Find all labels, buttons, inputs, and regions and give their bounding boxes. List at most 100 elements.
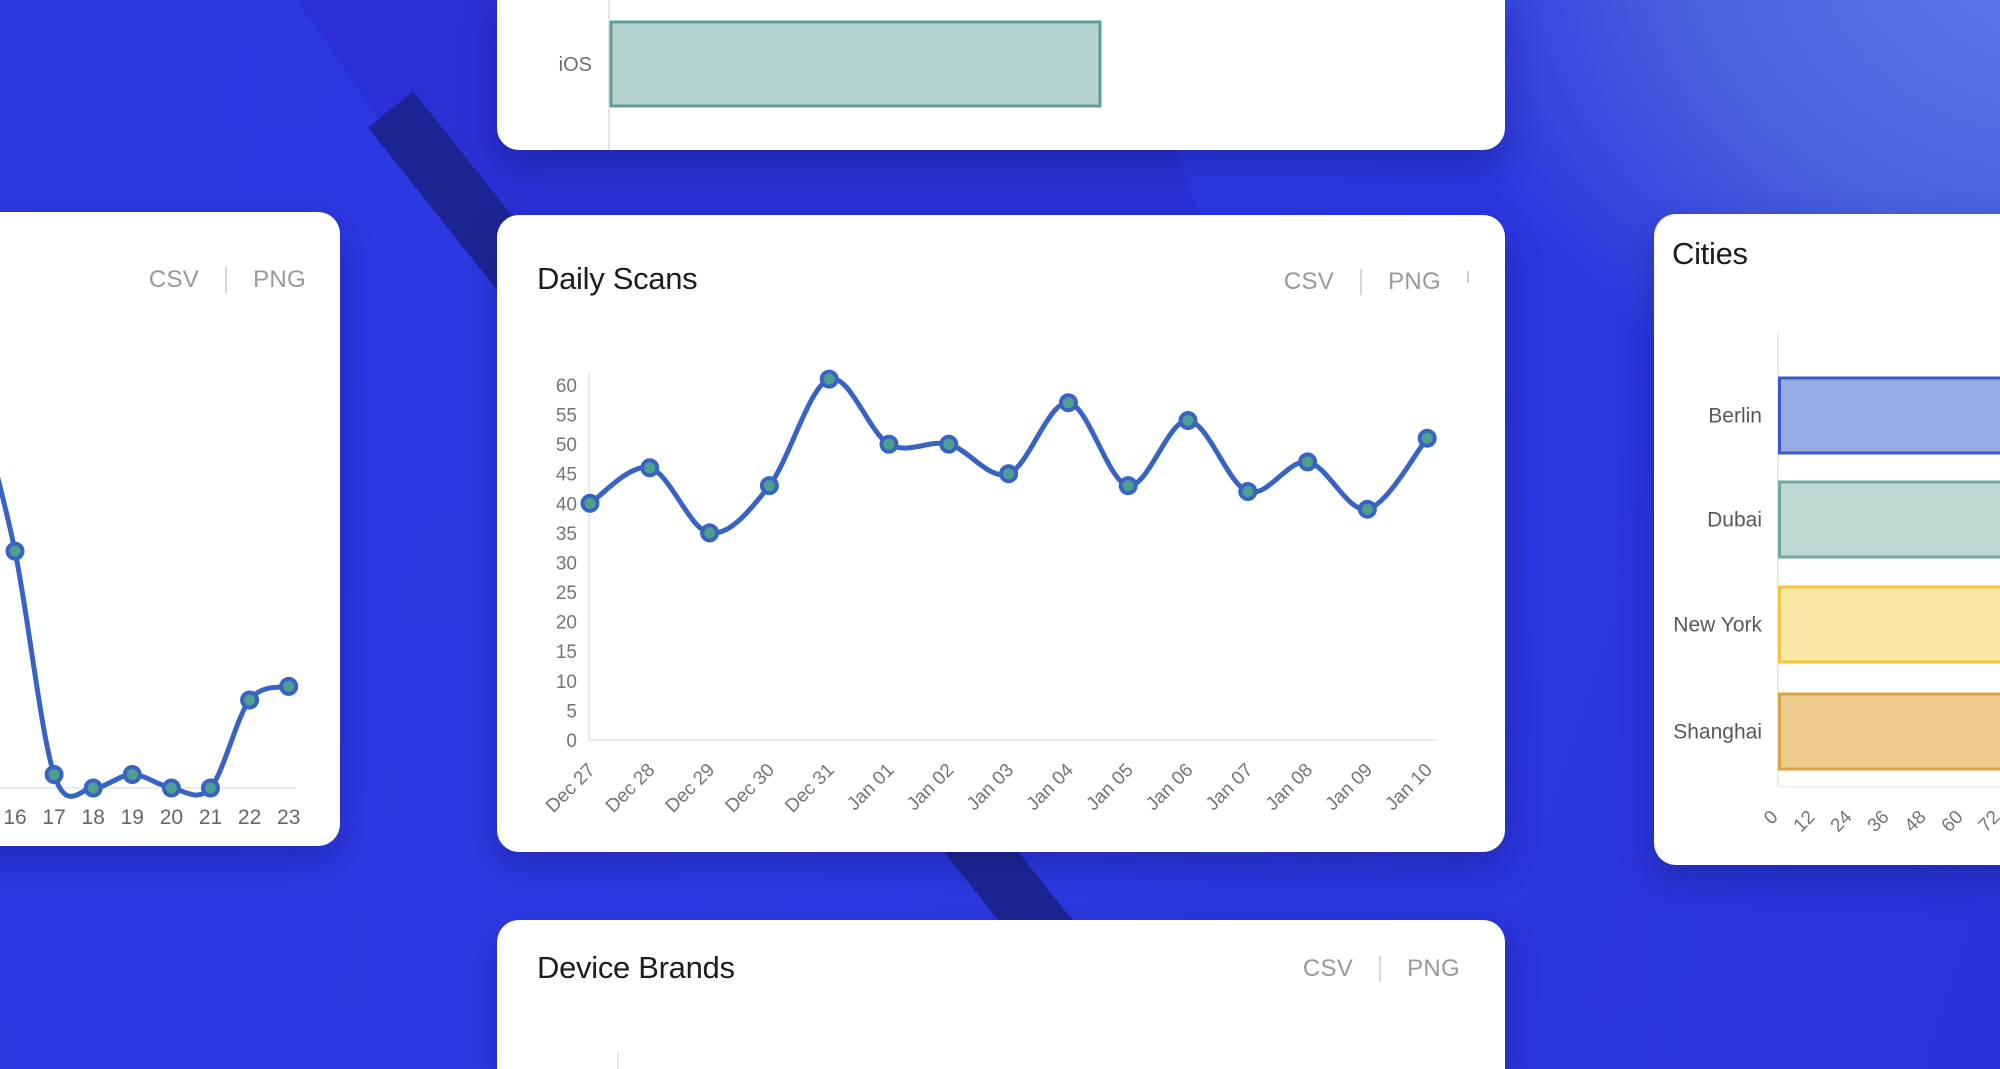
data-point[interactable] <box>5 541 25 561</box>
category-label: New York <box>1673 614 1762 637</box>
data-point[interactable] <box>44 765 64 784</box>
x-tick-label: Dec 28 <box>602 760 659 817</box>
hourly-line-chart[interactable]: 16 17 18 19 20 21 22 23 <box>0 212 340 846</box>
x-tick-label: Jan 03 <box>963 760 1018 815</box>
x-tick-label: 36 <box>1864 807 1894 837</box>
bar[interactable] <box>1778 585 2000 664</box>
category-label: Berlin <box>1708 405 1762 428</box>
x-tick-label: Dec 29 <box>662 760 719 817</box>
y-tick-label: 50 <box>556 435 577 456</box>
y-tick-label: 60 <box>556 376 577 397</box>
data-point[interactable] <box>122 765 142 784</box>
line-series <box>0 476 292 799</box>
device-brands-chart[interactable] <box>497 920 1505 1069</box>
x-tick-label: Jan 04 <box>1023 759 1078 814</box>
x-tick-label: 21 <box>199 806 222 829</box>
card-title: Cities <box>1672 236 1748 271</box>
os-chart-card: iOS <box>497 0 1505 150</box>
x-tick-label: Jan 02 <box>903 760 958 815</box>
x-tick-label: 24 <box>1827 806 1857 836</box>
divider <box>1360 269 1363 295</box>
data-point[interactable] <box>819 369 839 389</box>
y-tick-label: 25 <box>556 583 577 604</box>
x-tick-label: Jan 06 <box>1142 760 1197 815</box>
data-point[interactable] <box>700 523 720 543</box>
data-point[interactable] <box>1178 411 1198 430</box>
x-tick-label: 60 <box>1938 807 1968 837</box>
data-point[interactable] <box>1417 428 1437 448</box>
export-toolbar: CSV PNG <box>149 266 306 294</box>
x-tick-label: 18 <box>82 806 105 829</box>
x-tick-label: 22 <box>238 806 261 829</box>
data-point[interactable] <box>1357 499 1377 519</box>
csv-export-button[interactable]: CSV <box>1302 955 1354 982</box>
png-export-button[interactable]: PNG <box>253 266 306 293</box>
x-tick-label: Jan 08 <box>1262 760 1317 815</box>
y-tick-label: 15 <box>556 642 577 663</box>
x-tick-label: Dec 30 <box>722 760 779 817</box>
data-point[interactable] <box>279 676 299 696</box>
category-label: Dubai <box>1707 509 1762 532</box>
device-brands-card: Device Brands CSV PNG <box>497 920 1505 1069</box>
data-point[interactable] <box>83 778 103 798</box>
y-tick-label: 30 <box>556 554 577 575</box>
data-point[interactable] <box>240 690 260 710</box>
x-tick-label: 23 <box>277 806 300 829</box>
data-point[interactable] <box>879 434 899 454</box>
data-point[interactable] <box>999 464 1019 484</box>
y-tick-label: 10 <box>556 672 577 693</box>
data-point[interactable] <box>1238 482 1258 501</box>
y-tick-label: 40 <box>556 494 577 515</box>
x-tick-label: 48 <box>1901 807 1931 837</box>
y-tick-label: 0 <box>566 731 577 752</box>
export-toolbar: CSV PNG <box>1303 955 1460 983</box>
x-tick-label: 72 <box>1975 807 2000 837</box>
os-bar-chart[interactable]: iOS <box>497 0 1505 150</box>
data-point[interactable] <box>201 778 220 798</box>
category-label: iOS <box>559 54 592 76</box>
y-tick-label: 35 <box>556 524 577 545</box>
daily-scans-card: Daily Scans CSV PNG 0 5 10 15 20 25 30 35 40 45 50… <box>497 215 1505 852</box>
data-point[interactable] <box>759 476 779 496</box>
bar[interactable] <box>1778 480 2000 559</box>
csv-export-button[interactable]: CSV <box>1283 268 1335 295</box>
data-point[interactable] <box>161 778 181 798</box>
data-point[interactable] <box>640 458 660 478</box>
bar[interactable] <box>609 20 1102 108</box>
x-tick-label: 17 <box>42 806 65 829</box>
data-point[interactable] <box>1118 476 1138 496</box>
csv-export-button[interactable]: CSV <box>148 266 200 293</box>
x-tick-label: Jan 01 <box>843 760 898 815</box>
y-tick-label: 20 <box>556 613 577 634</box>
png-export-button[interactable]: PNG <box>1388 268 1441 295</box>
data-point[interactable] <box>1058 393 1078 413</box>
x-tick-label: Jan 09 <box>1322 760 1377 815</box>
x-tick-label: 12 <box>1790 807 1820 837</box>
y-tick-label: 55 <box>556 406 577 427</box>
x-tick-label: Dec 31 <box>781 760 838 817</box>
x-tick-label: 0 <box>1760 807 1782 829</box>
bar[interactable] <box>1778 376 2000 455</box>
category-label: Shanghai <box>1673 721 1762 744</box>
cities-bar-chart[interactable]: Berlin Dubai New York Shanghai 0 12 24 36 48 60 72 <box>1654 214 2000 865</box>
data-point[interactable] <box>939 434 959 454</box>
data-point[interactable] <box>1298 452 1318 472</box>
export-toolbar: CSV PNG <box>1284 268 1469 296</box>
x-tick-label: Jan 07 <box>1202 760 1257 815</box>
x-tick-label: Jan 05 <box>1083 760 1138 815</box>
y-tick-label: 5 <box>566 701 577 722</box>
y-tick-label: 45 <box>556 465 577 486</box>
cities-chart-card: Cities Berlin Dubai New York Shanghai 0 12 24 3… <box>1654 214 2000 865</box>
bar[interactable] <box>1778 692 2000 771</box>
x-tick-label: Jan 10 <box>1382 760 1437 815</box>
data-point[interactable] <box>580 493 600 513</box>
x-tick-label: Dec 27 <box>542 760 599 817</box>
x-tick-label: 19 <box>121 806 144 829</box>
x-tick-label: 20 <box>160 806 183 829</box>
divider <box>1379 956 1382 982</box>
card-title: Device Brands <box>537 950 735 985</box>
x-tick-label: 16 <box>3 806 26 829</box>
png-export-button[interactable]: PNG <box>1407 955 1460 982</box>
card-title: Daily Scans <box>537 261 698 296</box>
